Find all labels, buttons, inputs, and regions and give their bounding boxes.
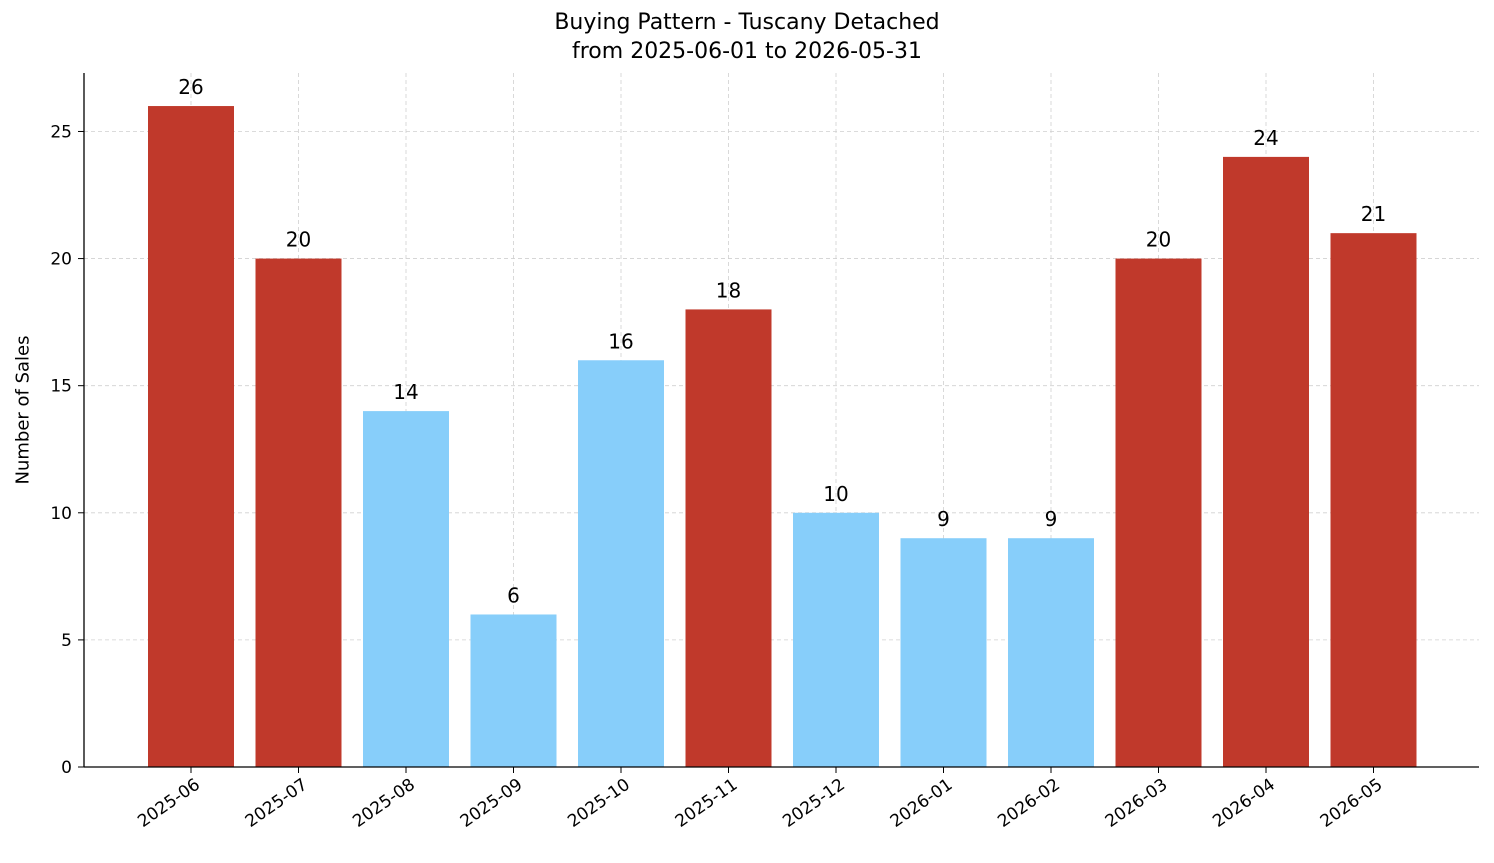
bar: [470, 614, 557, 767]
y-tick-label: 10: [50, 504, 72, 524]
x-tick-label: 2026-05: [1317, 775, 1387, 832]
bar-value-label: 16: [608, 329, 633, 353]
bar: [793, 512, 879, 767]
bar: [1223, 156, 1309, 767]
bar: [255, 258, 342, 767]
bar-value-label: 26: [178, 75, 203, 99]
axes: [83, 73, 1479, 768]
x-tick-label: 2025-11: [672, 775, 742, 832]
x-tick-label: 2026-02: [994, 775, 1064, 832]
x-tick-label: 2026-04: [1209, 775, 1279, 832]
bar-value-label: 6: [507, 583, 520, 607]
bar-value-label: 14: [393, 380, 418, 404]
bar-value-label: 21: [1361, 202, 1386, 226]
bar: [1330, 233, 1417, 768]
x-tick-label: 2025-07: [242, 775, 312, 832]
bar-value-label: 24: [1253, 126, 1278, 150]
bar: [578, 360, 664, 767]
y-tick-label: 25: [50, 122, 72, 142]
x-tick-label: 2025-10: [564, 775, 634, 832]
y-ticks: 0 5 10 15 20 25: [50, 122, 84, 778]
bar: [1008, 538, 1094, 767]
bar: [685, 309, 772, 767]
bar: [148, 106, 234, 768]
bar-value-label: 9: [1045, 507, 1058, 531]
bar: [363, 411, 449, 767]
chart-subtitle: from 2025-06-01 to 2026-05-31: [572, 39, 922, 64]
y-tick-label: 15: [50, 377, 72, 397]
chart-title: Buying Pattern - Tuscany Detached: [554, 10, 940, 35]
bars: [148, 106, 1417, 768]
x-tick-label: 2026-03: [1102, 775, 1172, 832]
bar-value-label: 20: [286, 228, 311, 252]
x-tick-label: 2025-06: [134, 775, 204, 832]
y-tick-label: 0: [61, 758, 72, 778]
x-tick-label: 2025-09: [457, 775, 527, 832]
bar: [900, 538, 987, 767]
y-tick-label: 5: [61, 631, 72, 651]
bar-value-label: 20: [1146, 228, 1171, 252]
x-ticks: 2025-06 2025-07 2025-08 2025-09 2025-10 2025-…: [134, 767, 1386, 832]
bar-value-label: 18: [716, 278, 741, 302]
x-tick-label: 2025-08: [349, 775, 419, 832]
bar-value-label: 10: [823, 482, 848, 506]
bar-value-label: 9: [937, 507, 950, 531]
y-tick-label: 20: [50, 250, 72, 270]
x-tick-label: 2025-12: [779, 775, 849, 832]
bar-value-labels: 26 20 14 6 16 18 10 9 9 20 24 21: [178, 75, 1386, 607]
x-tick-label: 2026-01: [887, 775, 957, 832]
bar: [1115, 258, 1202, 767]
